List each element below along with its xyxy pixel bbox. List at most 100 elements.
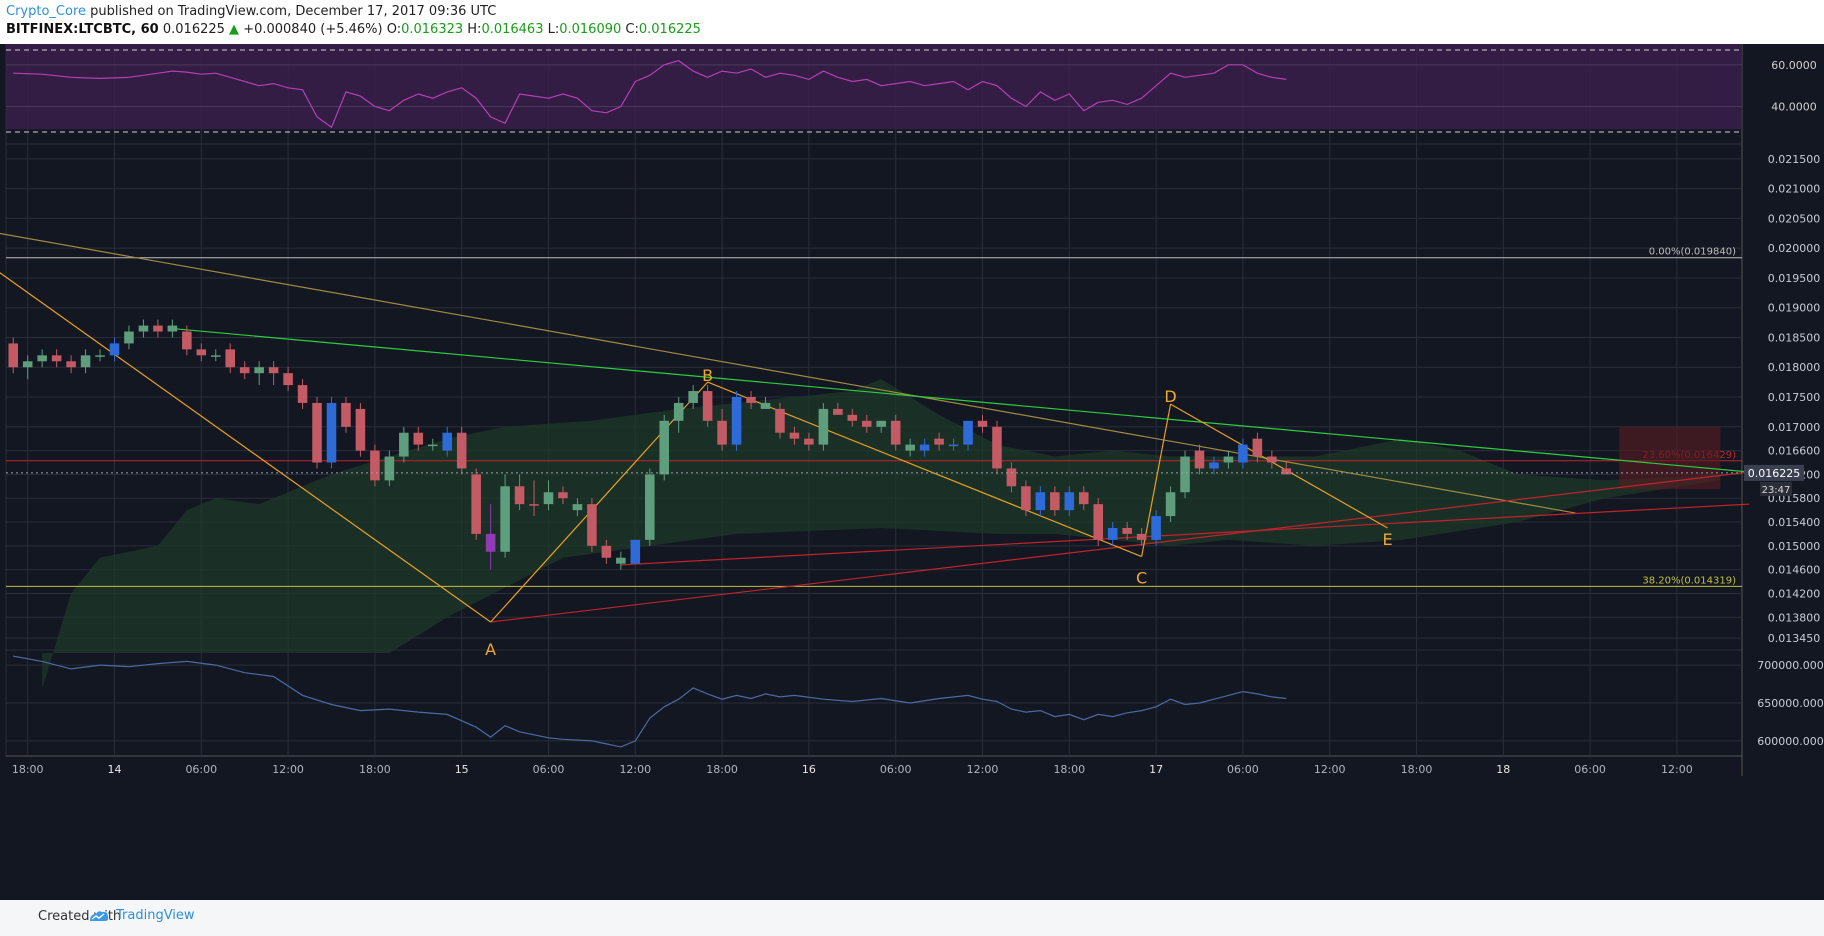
candle-body [1238, 444, 1248, 463]
candle-body [616, 557, 626, 564]
ohlc-c: 0.016225 [638, 22, 701, 37]
price-tick-label: 0.015400 [1768, 516, 1821, 529]
candle-body [963, 420, 973, 445]
candle-body [384, 456, 395, 481]
chart-header: Crypto_Core published on TradingView.com… [0, 0, 1824, 44]
time-tick-label: 06:00 [533, 763, 565, 776]
price-change: +0.000840 (+5.46%) [243, 22, 383, 37]
candle-body [51, 355, 62, 362]
wave-label-D: D [1164, 387, 1176, 406]
candle-body [427, 444, 438, 447]
candle-body [847, 414, 858, 421]
candle-body [124, 331, 134, 344]
candle-body [543, 492, 554, 505]
footer: Created with TradingView [0, 900, 1824, 936]
red-uptrend-line [490, 471, 1750, 623]
ohlc-o: 0.016323 [401, 22, 464, 37]
price-tick-label: 0.017000 [1768, 421, 1821, 434]
candle-body [1050, 492, 1060, 511]
candle-body [442, 432, 453, 451]
candle-body [1252, 438, 1263, 457]
candle-body [80, 355, 91, 368]
candle-body [341, 402, 351, 427]
countdown-box [1760, 481, 1792, 496]
time-tick-label: 12:00 [967, 763, 999, 776]
ohlc-l-label: L: [547, 22, 560, 37]
candle-body [731, 397, 742, 445]
candle-body [109, 343, 120, 356]
time-tick-label: 14 [108, 763, 122, 776]
candle-body [312, 402, 322, 463]
candle-body [948, 444, 959, 447]
candle-body [659, 420, 670, 475]
green-trendline [172, 327, 1750, 473]
candle-body [558, 492, 568, 499]
candle-body [1107, 527, 1118, 540]
candle-body [630, 539, 641, 564]
price-tick-label: 0.015000 [1768, 540, 1821, 553]
last-price-box [1744, 464, 1804, 481]
candle-body [239, 367, 250, 374]
candle-body [1035, 492, 1046, 511]
rsi-tick-label: 60.0000 [1771, 59, 1817, 72]
publish-line: Crypto_Core published on TradingView.com… [6, 4, 496, 19]
candle-body [818, 408, 829, 445]
wave-label-B: B [702, 366, 713, 385]
candle-body [1165, 492, 1176, 517]
candle-body [861, 420, 872, 427]
candle-body [804, 438, 814, 445]
red-support-line [620, 503, 1750, 566]
time-tick-label: 15 [455, 763, 469, 776]
candle-body [673, 402, 684, 421]
candle-body [1223, 456, 1234, 463]
price-tick-label: 0.019500 [1768, 272, 1821, 285]
fib-level-label: 0.00%(0.019840) [1649, 247, 1736, 258]
volume-line [13, 655, 1287, 748]
candle-body [876, 420, 887, 427]
time-tick-label: 06:00 [880, 763, 912, 776]
price-tick-label: 0.014600 [1768, 564, 1821, 577]
candle-body [587, 504, 597, 546]
candle-body [977, 420, 988, 427]
wave-cd [1141, 404, 1172, 557]
time-tick-label: 18:00 [1401, 763, 1433, 776]
candle-body [297, 385, 308, 403]
candle-body [775, 408, 785, 433]
time-tick-label: 18 [1496, 763, 1510, 776]
chart-svg[interactable]: 18:00 14 06:00 12:00 18:00 15 06:00 12:00 18:00 1… [0, 42, 1824, 900]
candle-body [789, 432, 800, 439]
candle-body [601, 545, 612, 558]
rsi-band-fill [6, 42, 1742, 130]
price-tick-label: 0.019000 [1768, 302, 1821, 315]
candle-body [1136, 533, 1147, 540]
volume-tick-label: 650000.0000 [1757, 697, 1824, 710]
candle-body [22, 361, 33, 368]
price-tick-label: 0.020500 [1768, 212, 1821, 225]
time-tick-label: 12:00 [1314, 763, 1346, 776]
tradingview-link[interactable]: TradingView [88, 908, 195, 923]
chart-area[interactable]: 18:00 14 06:00 12:00 18:00 15 06:00 12:00 18:00 1… [0, 42, 1824, 900]
ohlc-c-label: C: [625, 22, 639, 37]
volume-tick-label: 600000.0000 [1757, 735, 1824, 748]
time-tick-label: 17 [1149, 763, 1163, 776]
price-tick-label: 0.020000 [1768, 242, 1821, 255]
candle-body [66, 361, 76, 368]
candle-body [572, 504, 583, 511]
author-link[interactable]: Crypto_Core [6, 4, 87, 19]
wave-label-E: E [1383, 530, 1393, 549]
candle-body [485, 533, 496, 552]
time-tick-label: 06:00 [1574, 763, 1606, 776]
candle-body [919, 444, 930, 451]
candle-body [905, 444, 915, 451]
ohlc-l: 0.016090 [559, 22, 622, 37]
ohlc-o-label: O: [386, 22, 402, 37]
candle-body [500, 486, 510, 552]
candle-body [95, 355, 105, 357]
price-tick-label: 0.018500 [1768, 331, 1821, 344]
ohlc-h: 0.016463 [481, 22, 544, 37]
time-tick-label: 18:00 [12, 763, 44, 776]
candle-body [717, 420, 727, 445]
last-price: 0.016225 [162, 22, 225, 37]
candle-body [225, 349, 236, 368]
candle-body [326, 402, 337, 463]
